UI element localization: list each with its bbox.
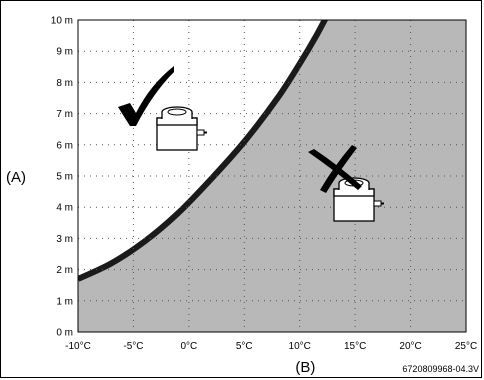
y-tick-label: 1 m — [56, 296, 73, 307]
checkmark-icon — [118, 66, 174, 126]
y-tick-label: 4 m — [56, 203, 73, 214]
y-tick-label: 7 m — [56, 109, 73, 120]
icons — [118, 66, 384, 222]
y-tick-label: 5 m — [56, 172, 73, 183]
y-tick-label: 6 m — [56, 140, 73, 151]
terminal-unit-icon — [156, 106, 207, 151]
y-tick-label: 8 m — [56, 78, 73, 89]
x-tick-label: 10°C — [289, 341, 311, 352]
labels: 0 m 1 m 2 m 3 m 4 m 5 m 6 m 7 m 8 m 9 m 10 m -10°C -… — [6, 16, 479, 377]
cross-icon — [308, 145, 362, 193]
figure-code: 6720809968-04.3V — [402, 364, 479, 374]
plot-area — [78, 20, 466, 332]
x-tick-label: -5°C — [123, 341, 143, 352]
not-permitted-region — [78, 20, 466, 332]
y-axis-label: (A) — [6, 169, 26, 186]
x-tick-label: -10°C — [65, 341, 91, 352]
y-tick-label: 0 m — [56, 328, 73, 339]
y-tick-label: 2 m — [56, 265, 73, 276]
grid — [77, 19, 467, 333]
x-tick-label: 5°C — [236, 341, 253, 352]
x-tick-label: 0°C — [180, 341, 197, 352]
y-tick-label: 3 m — [56, 234, 73, 245]
x-axis-label: (B) — [295, 359, 315, 376]
y-tick-label: 10 m — [51, 16, 73, 27]
y-tick-label: 9 m — [56, 47, 73, 58]
x-tick-label: 25°C — [455, 341, 477, 352]
boundary-curve — [78, 20, 329, 282]
plot-border — [77, 19, 467, 333]
x-tick-label: 15°C — [344, 341, 366, 352]
x-tick-label: 20°C — [399, 341, 421, 352]
